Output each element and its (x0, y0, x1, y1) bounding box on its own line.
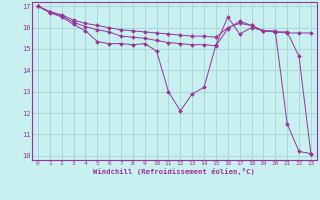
X-axis label: Windchill (Refroidissement éolien,°C): Windchill (Refroidissement éolien,°C) (93, 168, 255, 175)
